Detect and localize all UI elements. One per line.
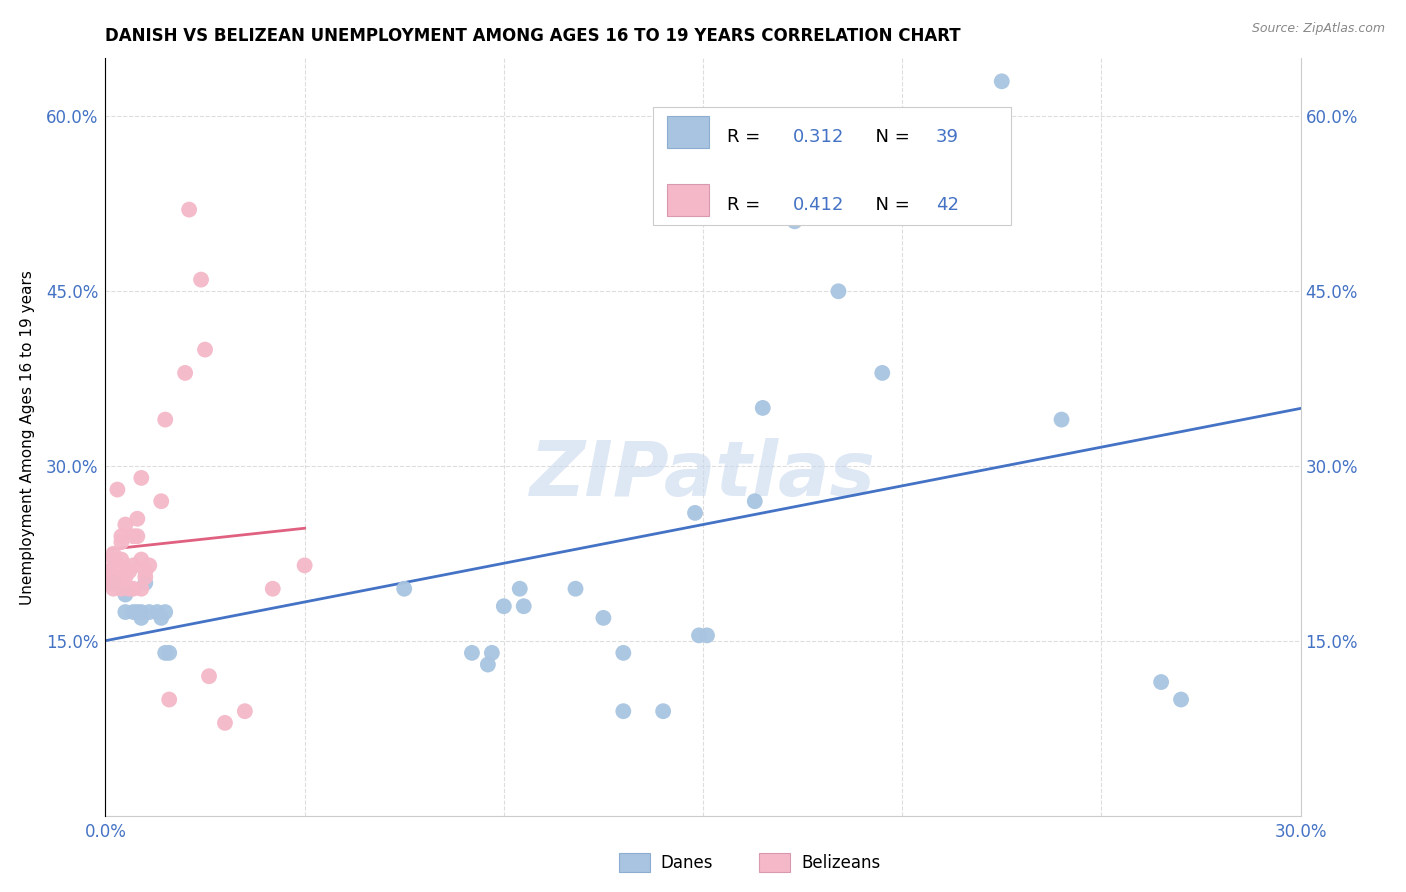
Point <box>110 535 132 549</box>
Point <box>127 529 149 543</box>
Point <box>177 202 201 217</box>
Point <box>872 366 894 380</box>
Text: 39: 39 <box>936 128 959 146</box>
Point <box>103 582 125 596</box>
Text: 0.312: 0.312 <box>793 128 844 146</box>
Point <box>122 605 145 619</box>
Point <box>110 582 132 596</box>
Point <box>233 704 256 718</box>
Point <box>751 401 773 415</box>
Point <box>744 494 766 508</box>
Point <box>392 582 416 596</box>
Point <box>103 547 125 561</box>
Point <box>129 471 153 485</box>
Point <box>134 570 156 584</box>
Text: N =: N = <box>865 128 915 146</box>
Point <box>262 582 284 596</box>
Text: 0.412: 0.412 <box>793 195 844 213</box>
Point <box>127 512 149 526</box>
Point <box>103 575 125 590</box>
Point <box>122 529 145 543</box>
Point <box>294 558 316 573</box>
Point <box>696 628 718 642</box>
Point <box>688 628 710 642</box>
Point <box>194 343 217 357</box>
Point <box>1150 675 1173 690</box>
Point <box>138 605 160 619</box>
Point <box>103 552 125 566</box>
Point <box>592 611 614 625</box>
Point <box>153 646 177 660</box>
Point <box>98 575 121 590</box>
Point <box>127 605 149 619</box>
Y-axis label: Unemployment Among Ages 16 to 19 years: Unemployment Among Ages 16 to 19 years <box>20 269 35 605</box>
Point <box>153 605 177 619</box>
Bar <box>668 116 709 148</box>
Point <box>134 564 156 578</box>
Point <box>114 517 136 532</box>
Point <box>114 605 136 619</box>
Point <box>652 704 675 718</box>
Text: R =: R = <box>727 195 766 213</box>
Point <box>492 599 515 614</box>
Point <box>129 611 153 625</box>
Point <box>107 483 129 497</box>
Point <box>513 599 536 614</box>
Point <box>174 366 197 380</box>
Point <box>150 494 173 508</box>
Text: R =: R = <box>727 128 766 146</box>
Text: ZIPatlas: ZIPatlas <box>530 438 876 512</box>
Point <box>190 272 212 286</box>
Point <box>683 506 706 520</box>
Text: Source: ZipAtlas.com: Source: ZipAtlas.com <box>1251 22 1385 36</box>
Point <box>157 692 180 706</box>
Point <box>107 570 129 584</box>
Point <box>98 564 121 578</box>
Point <box>129 605 153 619</box>
Point <box>827 285 849 299</box>
Point <box>214 715 236 730</box>
Point <box>198 669 221 683</box>
Point <box>1170 692 1192 706</box>
Point <box>107 558 129 573</box>
Point <box>509 582 531 596</box>
Point <box>114 588 136 602</box>
Point <box>110 552 132 566</box>
Point <box>1050 412 1073 426</box>
Point <box>129 582 153 596</box>
Text: DANISH VS BELIZEAN UNEMPLOYMENT AMONG AGES 16 TO 19 YEARS CORRELATION CHART: DANISH VS BELIZEAN UNEMPLOYMENT AMONG AG… <box>105 28 962 45</box>
Point <box>612 646 634 660</box>
Bar <box>652 107 1011 225</box>
Point <box>477 657 499 672</box>
Point <box>122 582 145 596</box>
Text: Belizeans: Belizeans <box>801 854 880 871</box>
Point <box>118 582 141 596</box>
Point <box>481 646 503 660</box>
Point <box>103 570 125 584</box>
Point <box>146 605 169 619</box>
Point <box>114 570 136 584</box>
Point <box>138 558 160 573</box>
Point <box>150 611 173 625</box>
Text: 42: 42 <box>936 195 959 213</box>
Point <box>461 646 484 660</box>
Bar <box>668 184 709 216</box>
Point <box>118 564 141 578</box>
Point <box>157 646 180 660</box>
Point <box>129 552 153 566</box>
Point <box>990 74 1012 88</box>
Point <box>564 582 586 596</box>
Point <box>122 558 145 573</box>
Point <box>110 570 132 584</box>
Text: N =: N = <box>865 195 915 213</box>
Point <box>153 412 177 426</box>
Point <box>783 214 806 228</box>
Point <box>110 529 132 543</box>
Point <box>134 575 156 590</box>
Point <box>98 564 121 578</box>
Point <box>612 704 634 718</box>
Text: Danes: Danes <box>661 854 713 871</box>
Point <box>931 202 953 217</box>
